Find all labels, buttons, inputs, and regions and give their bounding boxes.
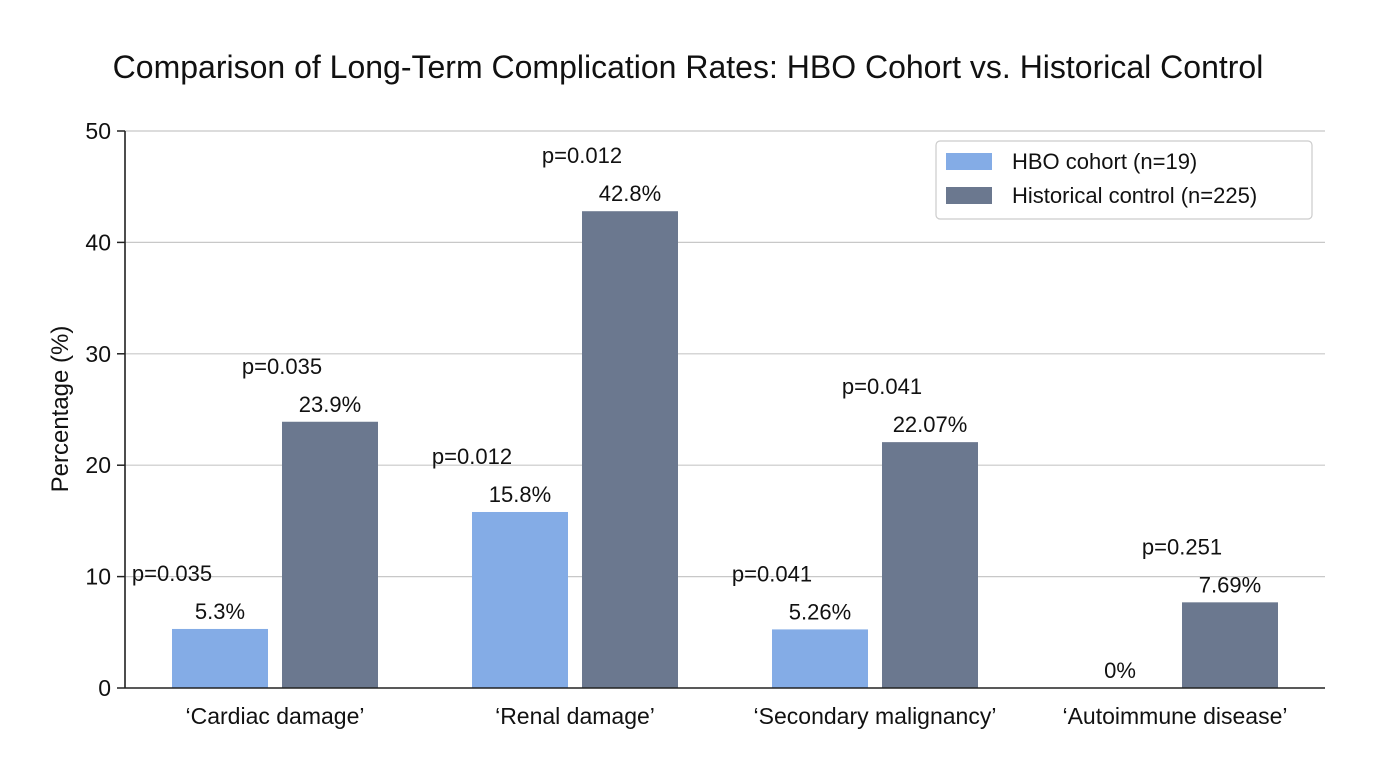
value-label: 5.3% — [195, 599, 245, 624]
legend: HBO cohort (n=19) Historical control (n=2… — [935, 140, 1313, 220]
legend-swatch — [946, 187, 992, 204]
bar — [472, 511, 568, 688]
value-label: 15.8% — [489, 482, 551, 507]
x-category-label: ‘Renal damage’ — [495, 703, 655, 729]
bar — [882, 442, 978, 688]
x-category-label: ‘Cardiac damage’ — [186, 703, 365, 729]
x-category-label: ‘Secondary malignancy’ — [754, 703, 997, 729]
y-axis-label: Percentage (%) — [47, 326, 74, 493]
p-value-label: p=0.251 — [1142, 534, 1222, 559]
axes: 0 10 20 30 40 50 ‘Cardiac damage’ ‘Renal damage… — [85, 118, 1325, 729]
y-tick-label: 10 — [85, 564, 111, 590]
bar — [772, 629, 868, 688]
p-value-label: p=0.035 — [242, 354, 322, 379]
y-tick-label: 0 — [98, 675, 111, 701]
legend-box — [935, 140, 1313, 220]
y-tick-label: 20 — [85, 452, 111, 478]
bar — [282, 421, 378, 688]
x-category-label: ‘Autoimmune disease’ — [1062, 703, 1287, 729]
bar — [172, 628, 268, 688]
p-value-label: p=0.012 — [432, 444, 512, 469]
value-label: 0% — [1104, 658, 1136, 683]
bars — [172, 211, 1278, 688]
data-labels: 5.3% p=0.035 23.9% p=0.035 15.8% p=0.012 42.8%… — [132, 143, 1261, 683]
p-value-label: p=0.041 — [842, 374, 922, 399]
legend-label: Historical control (n=225) — [1012, 183, 1257, 208]
p-value-label: p=0.012 — [542, 143, 622, 168]
value-label: 23.9% — [299, 392, 361, 417]
y-tick-label: 30 — [85, 341, 111, 367]
bar — [1182, 602, 1278, 688]
bar — [582, 211, 678, 688]
value-label: 5.26% — [789, 599, 851, 624]
p-value-label: p=0.041 — [732, 561, 812, 586]
y-tick-label: 40 — [85, 229, 111, 255]
value-label: 7.69% — [1199, 572, 1261, 597]
value-label: 22.07% — [893, 412, 968, 437]
y-tick-label: 50 — [85, 118, 111, 144]
legend-label: HBO cohort (n=19) — [1012, 149, 1197, 174]
p-value-label: p=0.035 — [132, 561, 212, 586]
value-label: 42.8% — [599, 181, 661, 206]
chart-title: Comparison of Long-Term Complication Rat… — [113, 49, 1264, 85]
legend-swatch — [946, 153, 992, 170]
